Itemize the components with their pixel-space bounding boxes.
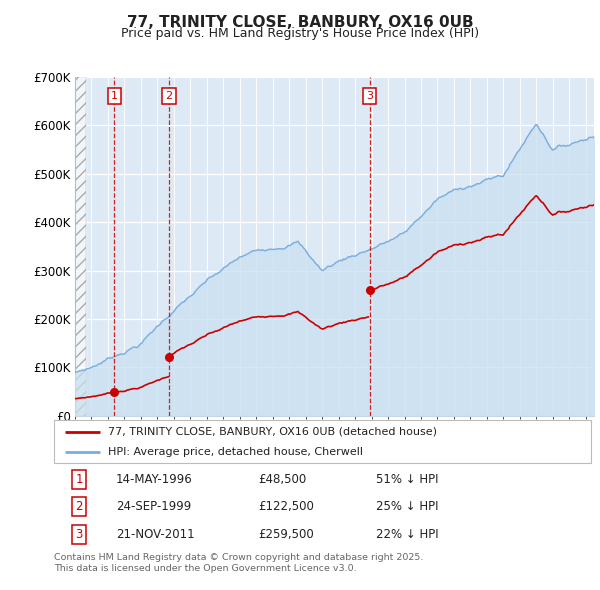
Text: 21-NOV-2011: 21-NOV-2011 xyxy=(116,528,194,541)
Text: 1: 1 xyxy=(110,91,118,101)
Text: Contains HM Land Registry data © Crown copyright and database right 2025.
This d: Contains HM Land Registry data © Crown c… xyxy=(54,553,424,573)
Text: HPI: Average price, detached house, Cherwell: HPI: Average price, detached house, Cher… xyxy=(108,447,362,457)
Text: 22% ↓ HPI: 22% ↓ HPI xyxy=(376,528,439,541)
Bar xyxy=(75,77,86,416)
Text: 25% ↓ HPI: 25% ↓ HPI xyxy=(376,500,439,513)
Text: 77, TRINITY CLOSE, BANBURY, OX16 0UB: 77, TRINITY CLOSE, BANBURY, OX16 0UB xyxy=(127,15,473,30)
Text: 2: 2 xyxy=(166,91,173,101)
Text: £259,500: £259,500 xyxy=(258,528,314,541)
Text: 77, TRINITY CLOSE, BANBURY, OX16 0UB (detached house): 77, TRINITY CLOSE, BANBURY, OX16 0UB (de… xyxy=(108,427,437,437)
Text: Price paid vs. HM Land Registry's House Price Index (HPI): Price paid vs. HM Land Registry's House … xyxy=(121,27,479,40)
Text: 24-SEP-1999: 24-SEP-1999 xyxy=(116,500,191,513)
Text: 3: 3 xyxy=(76,528,83,541)
FancyBboxPatch shape xyxy=(54,420,591,463)
Text: 51% ↓ HPI: 51% ↓ HPI xyxy=(376,473,439,486)
Text: £122,500: £122,500 xyxy=(258,500,314,513)
Text: 3: 3 xyxy=(366,91,373,101)
Text: 14-MAY-1996: 14-MAY-1996 xyxy=(116,473,193,486)
Bar xyxy=(75,77,86,416)
Text: 1: 1 xyxy=(76,473,83,486)
Text: £48,500: £48,500 xyxy=(258,473,307,486)
Text: 2: 2 xyxy=(76,500,83,513)
